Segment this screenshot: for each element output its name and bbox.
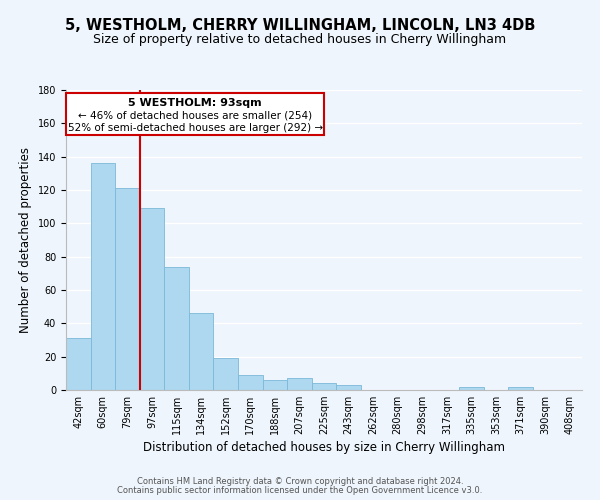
Text: 52% of semi-detached houses are larger (292) →: 52% of semi-detached houses are larger (… — [68, 124, 323, 134]
Bar — [140, 208, 164, 390]
Bar — [263, 380, 287, 390]
Bar — [115, 188, 140, 390]
Bar — [164, 266, 189, 390]
Text: Size of property relative to detached houses in Cherry Willingham: Size of property relative to detached ho… — [94, 34, 506, 46]
Bar — [214, 358, 238, 390]
Bar — [459, 386, 484, 390]
Bar — [189, 314, 214, 390]
Bar — [336, 385, 361, 390]
Bar — [312, 384, 336, 390]
Bar — [91, 164, 115, 390]
Text: ← 46% of detached houses are smaller (254): ← 46% of detached houses are smaller (25… — [78, 110, 313, 120]
Bar — [66, 338, 91, 390]
Text: Contains HM Land Registry data © Crown copyright and database right 2024.: Contains HM Land Registry data © Crown c… — [137, 477, 463, 486]
Y-axis label: Number of detached properties: Number of detached properties — [19, 147, 32, 333]
X-axis label: Distribution of detached houses by size in Cherry Willingham: Distribution of detached houses by size … — [143, 442, 505, 454]
Bar — [67, 94, 324, 135]
Text: 5 WESTHOLM: 93sqm: 5 WESTHOLM: 93sqm — [128, 98, 262, 108]
Text: 5, WESTHOLM, CHERRY WILLINGHAM, LINCOLN, LN3 4DB: 5, WESTHOLM, CHERRY WILLINGHAM, LINCOLN,… — [65, 18, 535, 32]
Bar — [238, 375, 263, 390]
Bar — [508, 386, 533, 390]
Bar — [287, 378, 312, 390]
Text: Contains public sector information licensed under the Open Government Licence v3: Contains public sector information licen… — [118, 486, 482, 495]
